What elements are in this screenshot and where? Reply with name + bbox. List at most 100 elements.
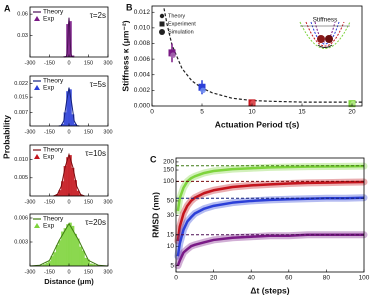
x-tick-label: -150 <box>44 199 55 205</box>
x-tick-label: 300 <box>103 129 112 135</box>
x-tick-label: 300 <box>103 60 112 66</box>
legend-marker <box>34 16 40 21</box>
histogram-bar <box>81 250 85 267</box>
y-tick-label: 100 <box>163 178 174 185</box>
x-tick-label: 5 <box>200 109 204 116</box>
panel-label: B <box>126 2 133 12</box>
x-tick-label: 0 <box>67 199 70 205</box>
histogram-bar <box>63 228 67 267</box>
x-tick-label: 150 <box>84 60 93 66</box>
simulation-point <box>350 100 356 107</box>
histogram-bar <box>76 238 80 267</box>
annotation: τ=2s <box>90 11 106 20</box>
histogram-bar <box>84 257 88 267</box>
x-tick-label: 0 <box>174 275 178 282</box>
annotation: τ=10s <box>85 149 106 158</box>
y-tick-label: 0.022 <box>14 81 28 87</box>
y-axis-label: RMSD (nm) <box>150 192 160 238</box>
panel-label: A <box>4 3 11 13</box>
y-tick-label: 0.002 <box>134 87 151 94</box>
x-tick-label: 150 <box>84 269 93 275</box>
x-tick-label: -300 <box>24 60 35 66</box>
inset-well <box>299 21 351 49</box>
simulation-point <box>250 100 256 106</box>
inset-well <box>310 21 340 45</box>
x-axis-label: Actuation Period τ(s) <box>215 119 300 129</box>
theory-line <box>53 152 85 197</box>
x-tick-label: 300 <box>103 199 112 205</box>
x-tick-label: 10 <box>248 109 256 116</box>
simulation-point <box>200 87 206 94</box>
y-tick-label: 0.006 <box>14 215 28 221</box>
theory-line <box>58 87 80 127</box>
x-tick-label: 20 <box>348 109 356 116</box>
y-tick-label: 0.003 <box>14 239 28 245</box>
y-tick-label: 0.010 <box>134 25 151 32</box>
annotation: τ=5s <box>90 80 106 89</box>
legend-label: Experiment <box>168 21 196 27</box>
y-tick-label: 0.015 <box>14 95 28 101</box>
x-tick-label: 80 <box>323 275 331 282</box>
legend-label: Theory <box>168 13 185 19</box>
histogram-bar <box>68 222 72 267</box>
panel-label: C <box>150 154 157 164</box>
y-axis-label: Probability <box>1 115 11 159</box>
legend-marker <box>34 85 40 90</box>
legend-marker <box>159 29 165 35</box>
legend-marker <box>34 223 40 228</box>
legend-label: Exp <box>43 85 55 92</box>
x-tick-label: -150 <box>44 269 55 275</box>
x-tick-label: 0 <box>67 60 70 66</box>
y-axis-label: Stiffness κ (μm⁻²) <box>120 20 130 91</box>
x-tick-label: 0 <box>67 129 70 135</box>
x-tick-label: 15 <box>298 109 306 116</box>
histogram-bar <box>79 246 83 267</box>
x-tick-label: 20 <box>210 275 218 282</box>
y-tick-label: 150 <box>163 167 174 174</box>
x-tick-label: 40 <box>248 275 256 282</box>
legend-label: Theory <box>43 78 64 85</box>
x-tick-label: -150 <box>44 129 55 135</box>
x-tick-label: 0 <box>67 269 70 275</box>
x-tick-label: -300 <box>24 269 35 275</box>
x-tick-label: 300 <box>103 269 112 275</box>
x-tick-label: 100 <box>359 275 370 282</box>
legend-label: Exp <box>43 223 55 230</box>
y-tick-label: 0.06 <box>17 12 28 18</box>
y-tick-label: 0.03 <box>17 33 28 39</box>
histogram-bar <box>53 252 57 267</box>
experiment-point <box>198 83 206 91</box>
inset-bead <box>317 35 325 43</box>
y-tick-label: 0.005 <box>14 175 28 181</box>
x-tick-label: 60 <box>285 275 293 282</box>
x-tick-label: -300 <box>24 199 35 205</box>
rmsd-line <box>176 180 365 242</box>
y-tick-label: 10 <box>167 243 175 250</box>
y-tick-label: 0.006 <box>134 56 151 63</box>
theory-line <box>29 222 109 267</box>
y-tick-label: 0.012 <box>134 9 151 16</box>
x-tick-label: 150 <box>84 129 93 135</box>
histogram-bar <box>74 233 77 267</box>
legend-label: Theory <box>43 147 64 154</box>
y-tick-label: 0.004 <box>134 71 151 78</box>
x-axis-label: Distance (μm) <box>44 277 94 286</box>
legend-label: Exp <box>43 16 55 23</box>
y-tick-label: 0.008 <box>134 40 151 47</box>
inset-well <box>314 21 336 43</box>
rmsd-line <box>176 164 365 212</box>
y-tick-label: 5 <box>170 262 174 269</box>
y-tick-label: 30 <box>167 212 175 219</box>
histogram-bar <box>45 262 49 267</box>
legend-label: Theory <box>43 9 64 16</box>
y-tick-label: 0.010 <box>14 157 28 163</box>
plot-frame <box>151 5 363 107</box>
y-tick-label: 15 <box>167 232 175 239</box>
legend-marker <box>34 154 40 159</box>
annotation: τ=20s <box>85 218 106 227</box>
legend-label: Exp <box>43 154 55 161</box>
y-tick-label: 0.000 <box>134 103 151 110</box>
plot-frame <box>175 157 365 273</box>
legend-marker <box>159 21 165 27</box>
